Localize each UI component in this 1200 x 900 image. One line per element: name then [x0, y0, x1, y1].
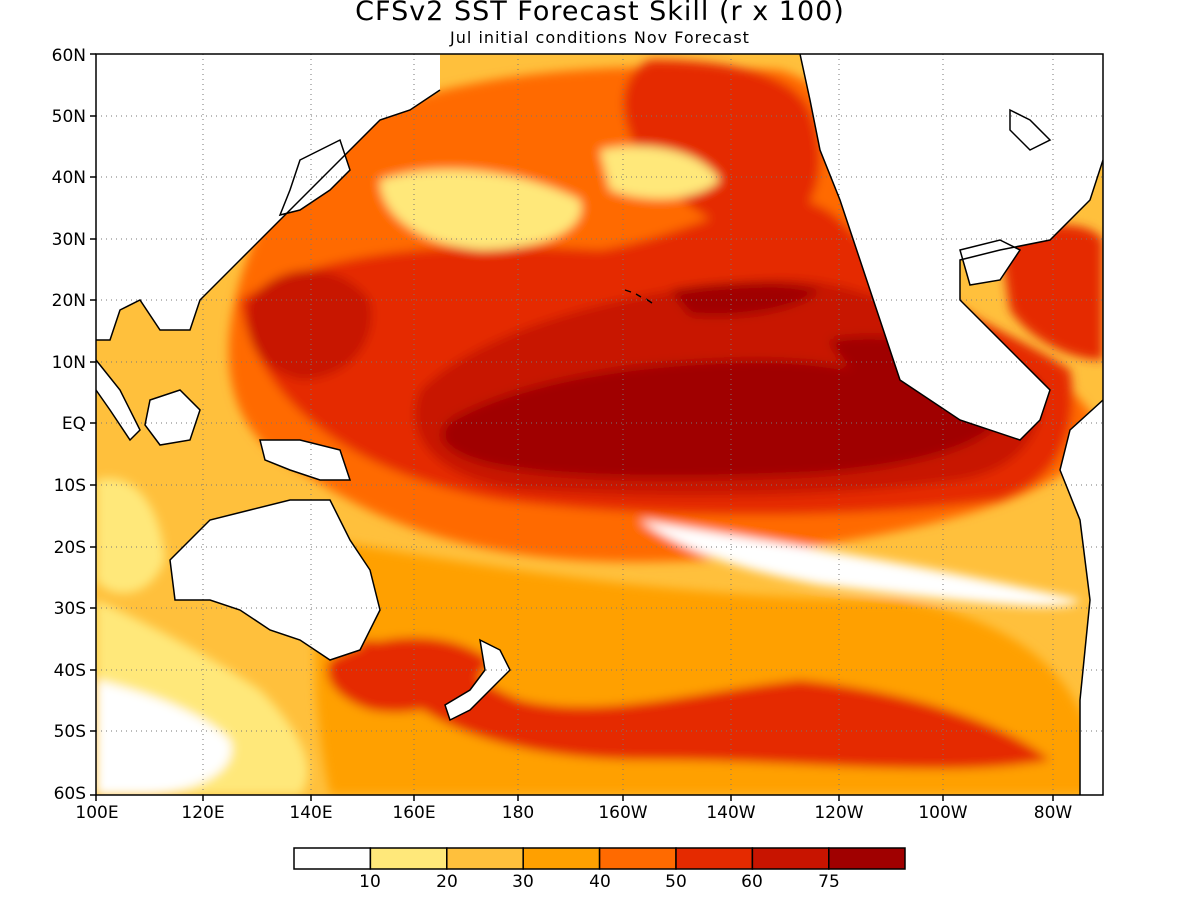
colorbar-swatch-above-75	[828, 847, 906, 870]
colorbar-label-30: 30	[512, 872, 534, 892]
colorbar-label-50: 50	[665, 872, 687, 892]
colorbar-label-40: 40	[589, 872, 611, 892]
lon-label-120e: 120E	[181, 803, 225, 823]
lon-label-160e: 160E	[392, 803, 436, 823]
landmass-new-guinea	[260, 440, 350, 480]
colorbar-swatch-20-30	[446, 847, 524, 870]
lat-label-60n: 60N	[51, 46, 86, 66]
lat-label-50s: 50S	[53, 722, 86, 742]
lat-label-40n: 40N	[51, 168, 86, 188]
skill-region-caribbean	[1000, 225, 1103, 360]
skill-region-low-north	[600, 146, 720, 199]
colorbar-label-10: 10	[359, 872, 381, 892]
lat-label-10n: 10N	[51, 353, 86, 373]
lon-label-120w: 120W	[814, 803, 864, 823]
landmass-sumatra	[96, 360, 140, 440]
lat-label-10s: 10S	[53, 476, 86, 496]
skill-region-central-band	[670, 282, 820, 317]
landmass-asia	[96, 54, 440, 340]
axis-ticks	[90, 53, 1054, 801]
colorbar	[293, 847, 906, 870]
map-frame	[95, 53, 1104, 796]
lon-label-100w: 100W	[918, 803, 968, 823]
lon-label-80w: 80W	[1033, 803, 1073, 823]
map-title: CFSv2 SST Forecast Skill (r x 100)	[355, 0, 845, 27]
landmass-japan	[280, 140, 350, 215]
lon-label-100e: 100E	[75, 803, 119, 823]
map-subtitle: Jul initial conditions Nov Forecast	[450, 28, 750, 47]
skill-region-nino-core	[442, 360, 1000, 478]
land-masses	[96, 54, 1103, 795]
lat-label-20s: 20S	[53, 538, 86, 558]
colorbar-swatch-40-50	[598, 847, 677, 870]
lat-label-60s: 60S	[53, 784, 86, 804]
skill-region-low-streak	[640, 520, 1080, 607]
lat-label-20n: 20N	[51, 291, 86, 311]
skill-region-low-kuroshio	[380, 169, 582, 250]
lon-label-140w: 140W	[706, 803, 756, 823]
skill-region-west-warm	[247, 270, 372, 380]
landmass-south-america	[1060, 400, 1103, 795]
colorbar-swatch-30-40	[522, 847, 601, 870]
coastlines	[96, 54, 1103, 795]
lat-label-30s: 30S	[53, 599, 86, 619]
colorbar-swatch-10-20	[369, 847, 448, 870]
colorbar-label-20: 20	[436, 872, 458, 892]
skill-field	[96, 54, 1103, 795]
skill-region-lowest-southwest	[96, 680, 232, 795]
landmass-borneo	[145, 390, 200, 445]
colorbar-label-75: 75	[818, 872, 840, 892]
lon-label-180: 180	[501, 803, 535, 823]
skill-region-tasman	[327, 637, 490, 713]
lat-label-40s: 40S	[53, 661, 86, 681]
colorbar-swatch-60-75	[751, 847, 830, 870]
landmass-gulf-region	[960, 240, 1020, 285]
lat-label-50n: 50N	[51, 107, 86, 127]
skill-region-south-rim	[360, 640, 1050, 769]
colorbar-swatch-50-60	[675, 847, 754, 870]
lon-label-140e: 140E	[289, 803, 333, 823]
colorbar-swatch-below-10	[293, 847, 372, 870]
landmass-north-america	[800, 54, 1103, 440]
lat-label-eq: EQ	[61, 414, 86, 434]
lon-label-160w: 160W	[598, 803, 648, 823]
landmass-australia	[170, 500, 380, 660]
skill-region-low-indian	[96, 478, 165, 594]
colorbar-label-60: 60	[741, 872, 763, 892]
lat-label-30n: 30N	[51, 230, 86, 250]
graticule	[96, 54, 1103, 795]
